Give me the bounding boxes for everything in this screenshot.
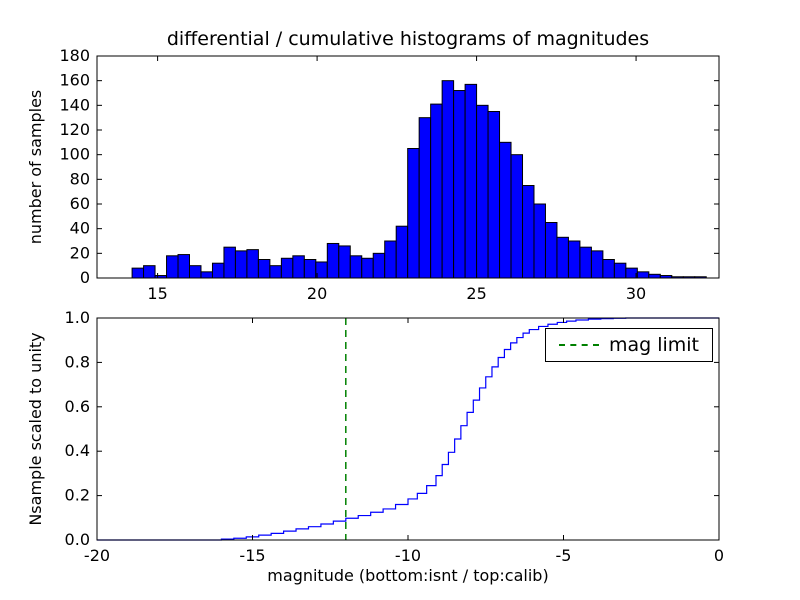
- histogram-bar: [533, 203, 546, 279]
- x-tick-label: -10: [395, 546, 421, 565]
- histogram-bar: [338, 245, 351, 279]
- y-tick-label: 80: [70, 169, 90, 188]
- cumulative-curve: [97, 317, 719, 541]
- x-tick-label: 15: [147, 284, 167, 303]
- histogram-bar: [487, 111, 501, 279]
- histogram-bar: [384, 240, 397, 279]
- histogram-bar: [326, 242, 340, 279]
- histogram-bar: [590, 250, 604, 279]
- histogram-bar: [407, 148, 420, 279]
- histogram-bar: [430, 103, 443, 279]
- histogram-bar: [166, 255, 179, 279]
- histogram-bar: [579, 246, 592, 279]
- histogram-bar: [143, 265, 156, 279]
- histogram-bar: [292, 255, 305, 279]
- x-tick-label: 0: [714, 546, 724, 565]
- axes-frame: [96, 55, 720, 279]
- histogram-bar: [648, 273, 661, 279]
- y-tick-label: 1.0: [65, 308, 90, 327]
- legend-label: mag limit: [608, 334, 699, 356]
- histogram-bar: [602, 259, 615, 279]
- histogram-bar: [280, 257, 294, 279]
- histogram-bar: [522, 185, 535, 279]
- histogram-bar: [453, 90, 466, 279]
- histogram-bar: [499, 141, 512, 279]
- histogram-bar: [200, 271, 213, 279]
- histogram-bar: [349, 255, 363, 279]
- y-tick-label: 0.8: [65, 352, 90, 371]
- y-tick-label: 40: [70, 219, 90, 238]
- histogram-bar: [189, 265, 202, 279]
- histogram-bars: [131, 80, 707, 279]
- x-tick-label: -5: [556, 546, 572, 565]
- histogram-bar: [372, 252, 386, 279]
- histogram-bar: [464, 83, 478, 279]
- y-tick-label: 160: [59, 71, 90, 90]
- histogram-bar: [303, 259, 317, 279]
- y-tick-label: 120: [59, 120, 90, 139]
- y-tick-label: 100: [59, 145, 90, 164]
- histogram-bar: [131, 267, 145, 279]
- histogram-bar: [395, 225, 409, 279]
- histogram-bar: [636, 271, 650, 279]
- y-tick-label: 0.2: [65, 486, 90, 505]
- ticks: 15 20 25 30 0 20 40 60 80 100 120 140 160 180: [59, 46, 719, 303]
- y-tick-label: 140: [59, 95, 90, 114]
- top-axes: 15 20 25 30 0 20 40 60 80 100 120 140 160 180: [59, 46, 720, 303]
- y-tick-label: 0.6: [65, 397, 90, 416]
- histogram-bar: [544, 222, 558, 279]
- histogram-bar: [223, 246, 236, 279]
- histogram-bar: [257, 259, 271, 279]
- histogram-bar: [556, 236, 569, 279]
- y-tick-label: 20: [70, 243, 90, 262]
- legend: mag limit: [544, 328, 713, 362]
- dashed-line-icon: [558, 344, 599, 346]
- y-tick-label: 0: [80, 268, 90, 287]
- x-tick-label: 30: [626, 284, 646, 303]
- histogram-bar: [441, 80, 455, 279]
- x-tick-label: -15: [239, 546, 265, 565]
- y-tick-label: 180: [59, 46, 90, 65]
- histogram-bar: [211, 262, 225, 279]
- x-tick-label: 25: [466, 284, 486, 303]
- ticks: -20 -15 -10 -5 0 0.0 0.2 0.4 0.6 0.8 1.0: [65, 308, 725, 565]
- histogram-bar: [246, 249, 259, 279]
- histogram-bar: [234, 250, 248, 279]
- histogram-bar: [613, 262, 627, 279]
- histogram-bar: [361, 257, 374, 279]
- histogram-bar: [476, 104, 489, 279]
- y-tick-label: 0.4: [65, 441, 90, 460]
- histogram-bar: [418, 117, 432, 279]
- bottom-axes: -20 -15 -10 -5 0 0.0 0.2 0.4 0.6 0.8 1.0: [65, 308, 725, 565]
- histogram-bar: [567, 240, 581, 279]
- y-tick-label: 60: [70, 194, 90, 213]
- x-tick-label: 20: [307, 284, 327, 303]
- y-tick-label: 0.0: [65, 530, 90, 549]
- xlabel: magnitude (bottom:isnt / top:calib): [267, 566, 549, 585]
- x-tick-label: -20: [84, 546, 110, 565]
- histogram-bar: [177, 254, 191, 279]
- histogram-bar: [269, 265, 282, 279]
- chart-title: differential / cumulative histograms of …: [166, 28, 650, 50]
- histogram-bar: [510, 154, 524, 279]
